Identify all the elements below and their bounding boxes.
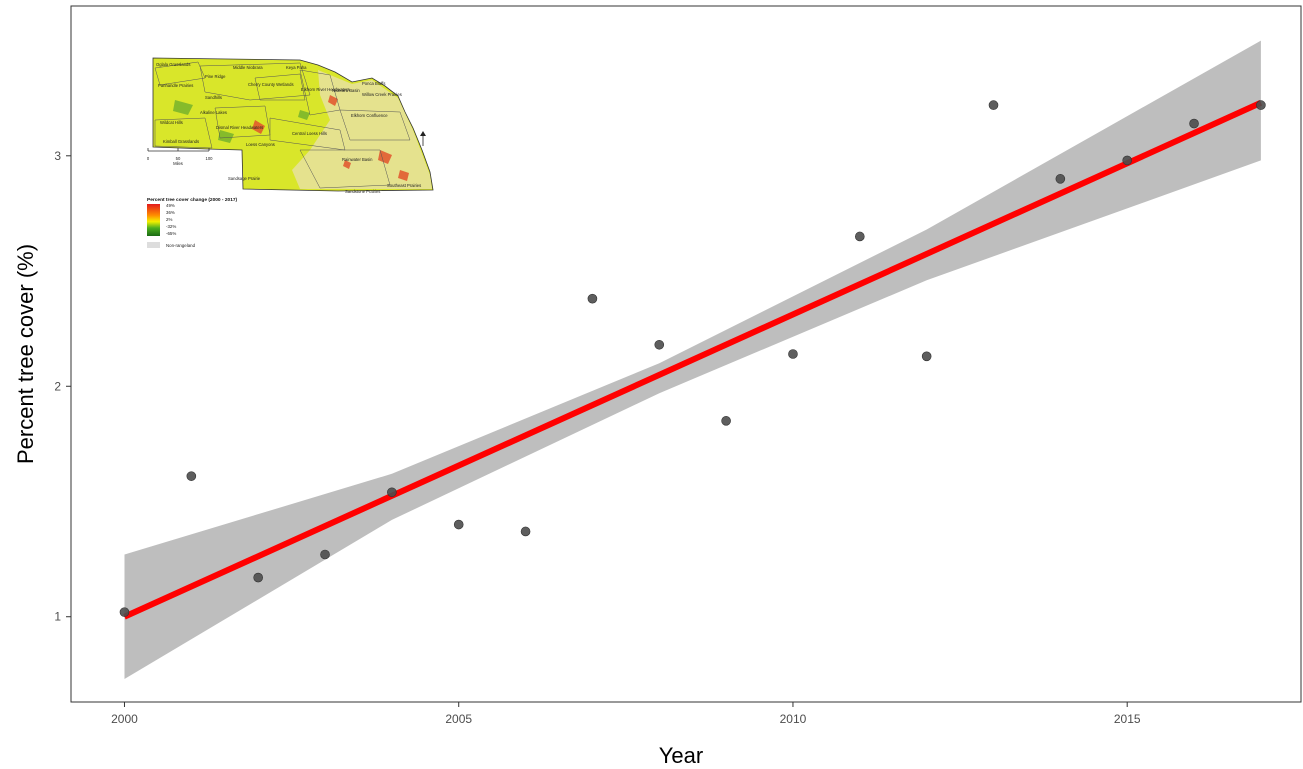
map-region-label: Kimball Grasslands — [163, 139, 199, 144]
x-tick-label: 2005 — [445, 712, 472, 726]
map-region-label: Elkhorn River Headwaters — [301, 87, 350, 92]
x-tick-label: 2015 — [1114, 712, 1141, 726]
inset-map-green-patches — [173, 100, 310, 143]
legend-value-5: -65% — [166, 231, 176, 236]
y-axis-title: Percent tree cover (%) — [13, 244, 38, 464]
map-region-label: Keya Paha — [286, 65, 307, 70]
map-region-label: Pine Ridge — [205, 74, 226, 79]
y-tick-label: 3 — [54, 149, 61, 163]
inset-map: Oglala Grasslands Pine Ridge Middle Niobra… — [147, 57, 434, 248]
map-region-label: Middle Niobrara — [233, 65, 263, 70]
legend-value-3: 2% — [166, 217, 172, 222]
scale-tick-0: 0 — [147, 156, 150, 161]
legend-non-rangeland-swatch — [147, 242, 160, 248]
data-point — [387, 487, 397, 498]
scale-unit: Miles — [173, 161, 183, 166]
legend-title: Percent tree cover change (2000 - 2017) — [147, 197, 238, 203]
data-point — [1256, 100, 1266, 110]
map-region-label: Cherry County Wetlands — [248, 82, 294, 87]
plot-panel-border — [70, 5, 1302, 703]
legend-value-4: -32% — [166, 224, 176, 229]
map-region-label: Alkaline Lakes — [200, 110, 227, 115]
inset-map-scale-bar: 0 50 100 Miles — [147, 148, 213, 166]
y-axis: 1 2 3 — [54, 149, 71, 624]
data-point — [1189, 118, 1199, 129]
map-region-label: Wildcat Hills — [160, 120, 183, 125]
map-region-label: Loess Canyons — [246, 142, 275, 147]
data-point — [520, 526, 531, 537]
map-region-label: Sandsage Prairie — [228, 176, 261, 181]
x-axis: 2000 2005 2010 2015 — [111, 702, 1141, 726]
map-region-label: Central Loess Hills — [292, 131, 327, 136]
data-point — [855, 231, 865, 242]
map-region-label: Niobrara Basin — [332, 88, 360, 93]
scale-tick-100: 100 — [206, 156, 214, 161]
data-point — [453, 519, 464, 530]
map-region-label: Elkhorn Confluence — [351, 113, 388, 118]
map-region-label: Ponca Bluffs — [362, 81, 385, 86]
data-point — [1122, 155, 1132, 166]
data-point — [119, 607, 130, 617]
x-tick-label: 2000 — [111, 712, 138, 726]
x-tick-label: 2010 — [780, 712, 807, 726]
map-region-label: Willow Creek Prairies — [362, 92, 402, 97]
data-point — [788, 349, 798, 359]
legend-non-rangeland-label: Non-rangeland — [166, 243, 196, 248]
map-region-label: Dismal River Headwaters — [216, 125, 263, 130]
data-point — [320, 549, 330, 560]
map-region-label: Sandhills — [205, 95, 222, 100]
y-tick-label: 2 — [54, 379, 61, 393]
data-point — [721, 416, 731, 426]
inset-map-labels: Oglala Grasslands Pine Ridge Middle Niobra… — [156, 62, 421, 194]
map-region-label: Panhandle Prairies — [158, 83, 193, 88]
data-point — [1055, 174, 1066, 184]
inset-map-region-outlines — [154, 61, 411, 189]
data-point — [186, 471, 197, 481]
map-region-label: Rainwater Basin — [342, 157, 373, 162]
x-axis-title: Year — [659, 743, 703, 768]
inset-map-legend: Percent tree cover change (2000 - 2017) … — [147, 197, 238, 248]
y-tick-label: 1 — [54, 610, 61, 624]
legend-value-2: 36% — [166, 210, 175, 215]
data-point — [921, 351, 932, 362]
data-point — [253, 572, 263, 583]
legend-value-1: 49% — [166, 203, 175, 208]
data-point — [654, 339, 665, 350]
inset-map-north-arrow — [420, 131, 426, 146]
inset-map-east-texture — [292, 70, 432, 189]
data-points — [119, 100, 1266, 617]
map-region-label: Sandstone Prairies — [345, 189, 380, 194]
scale-tick-50: 50 — [176, 156, 181, 161]
legend-color-ramp — [147, 204, 160, 236]
data-point — [587, 293, 598, 304]
map-region-label: Oglala Grasslands — [156, 62, 190, 67]
data-point — [988, 100, 999, 110]
trend-line — [123, 100, 1263, 620]
map-region-label: Southeast Prairies — [387, 183, 421, 188]
